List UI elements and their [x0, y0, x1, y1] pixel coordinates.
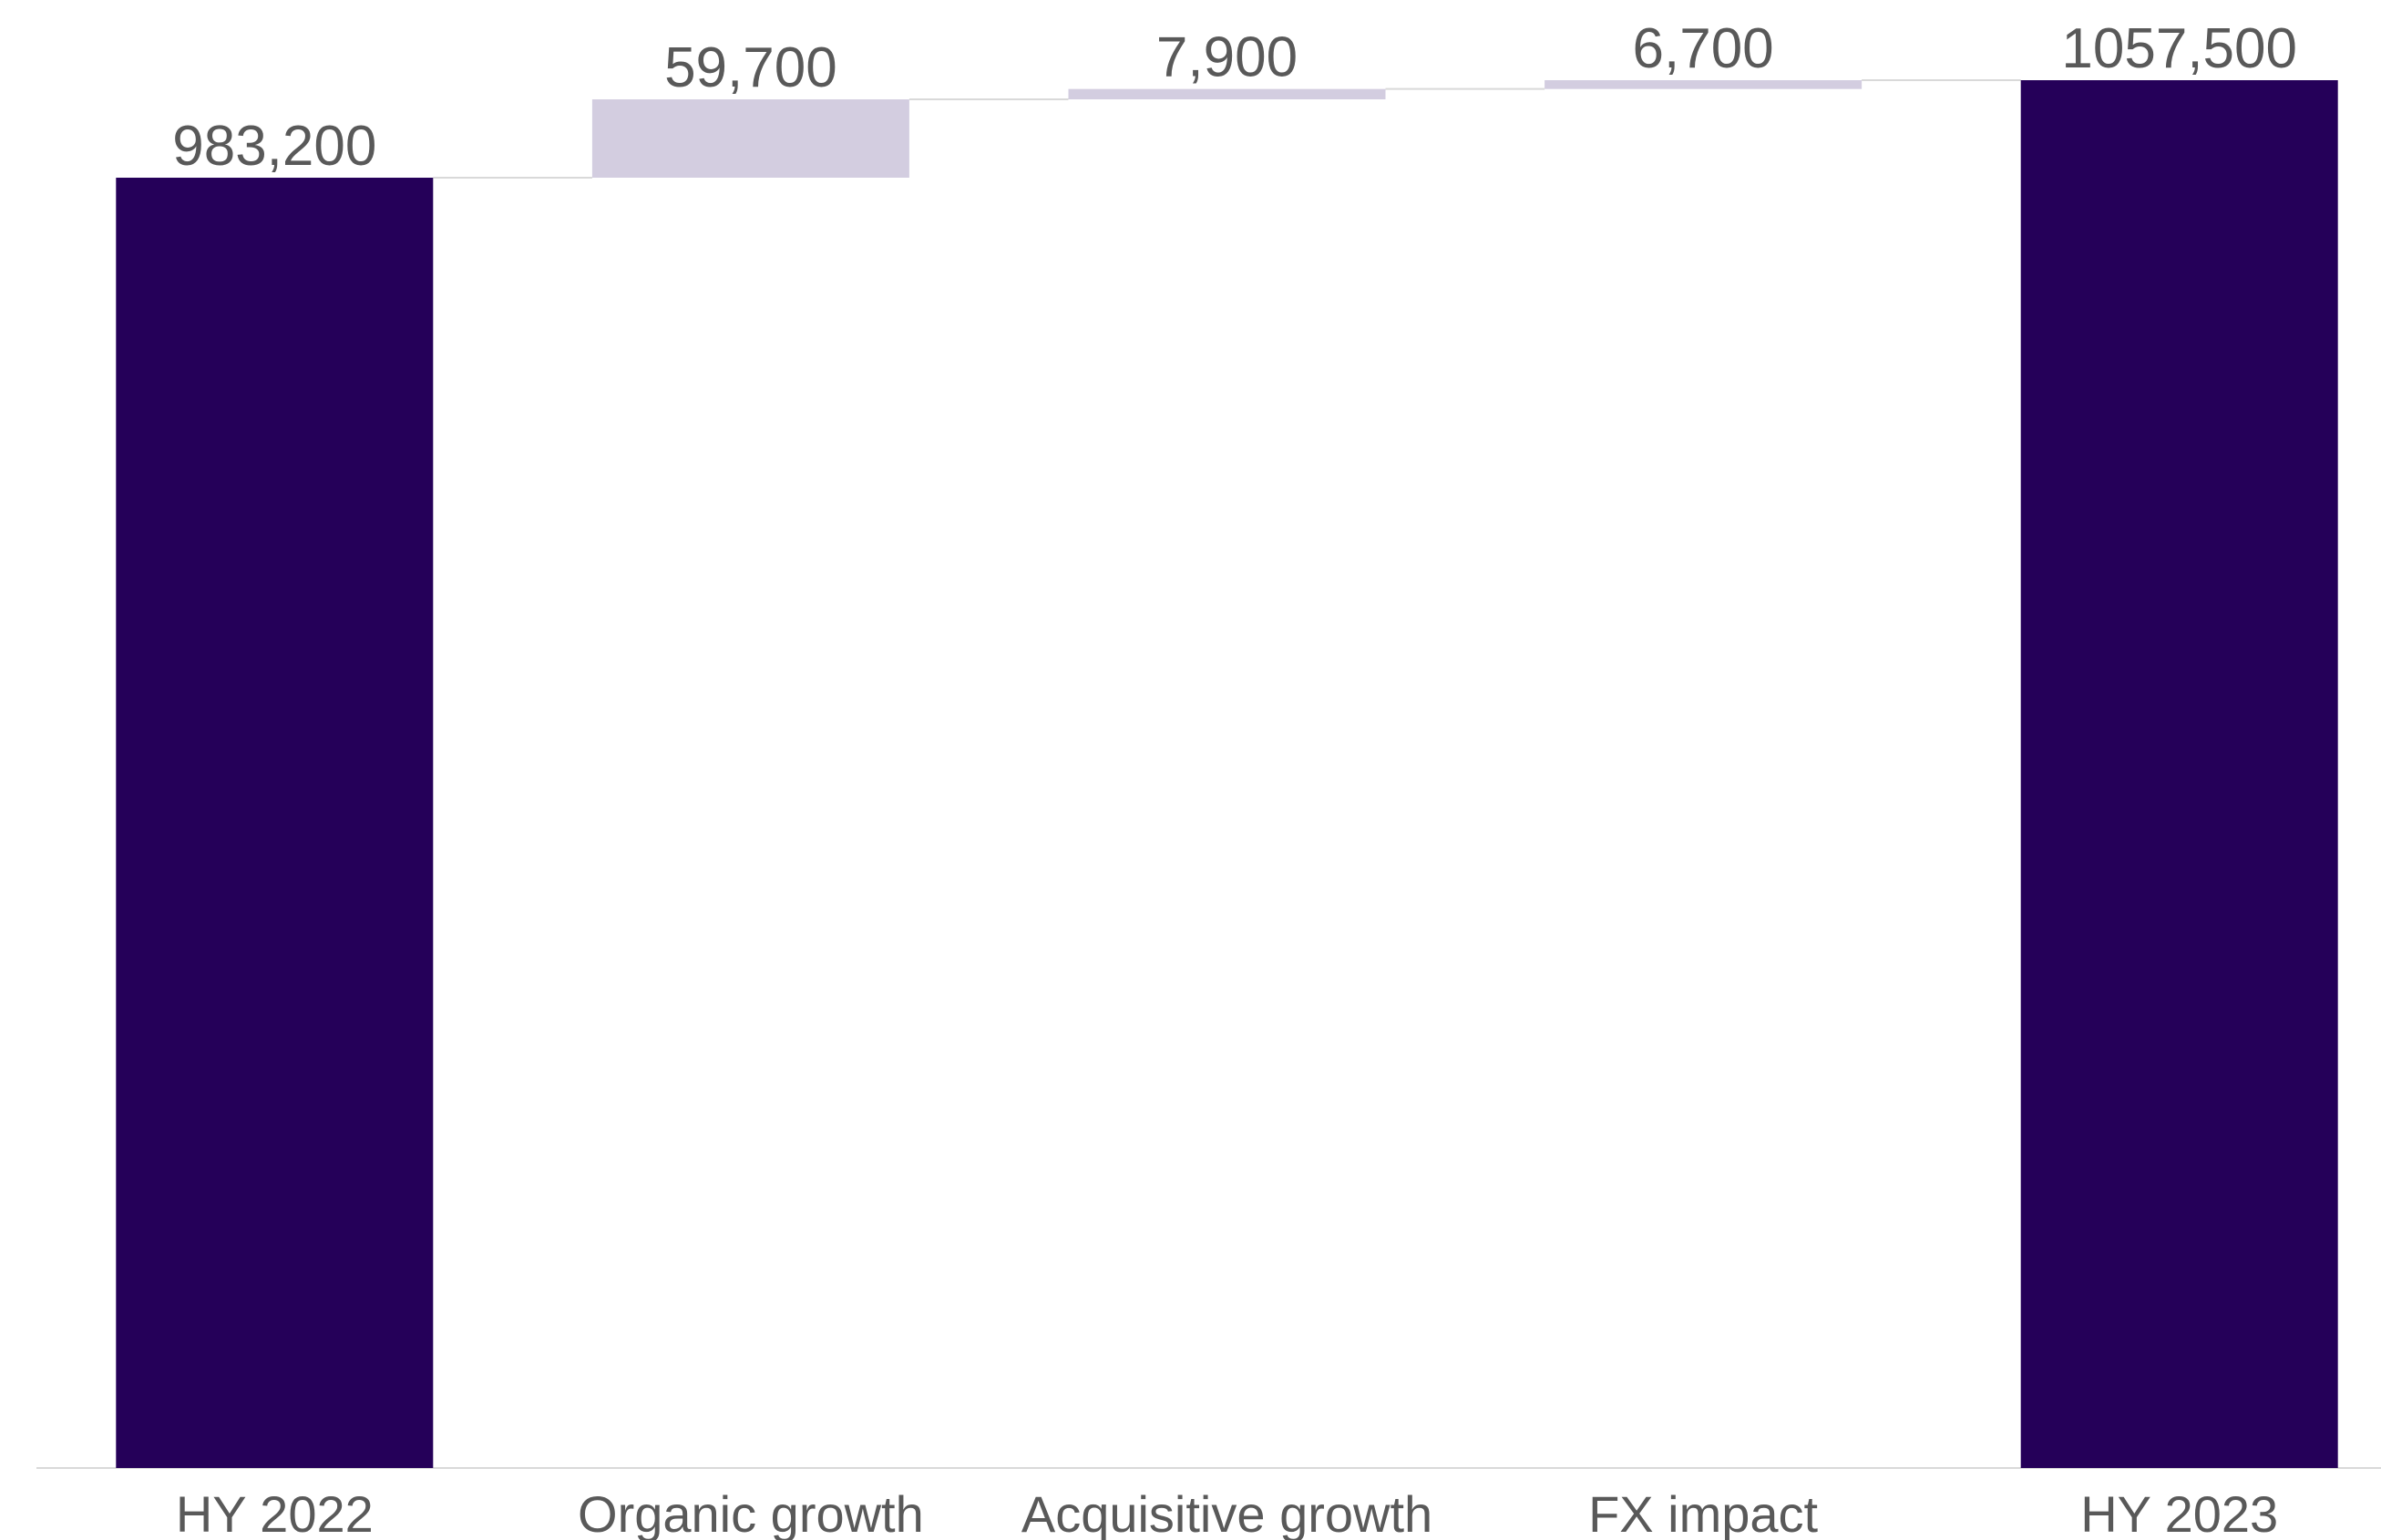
data-labels: 983,200 59,700 7,900 6,700 1057,500 — [172, 17, 2297, 178]
data-label-acquisitive-growth: 7,900 — [1156, 26, 1298, 89]
bar-fx-impact — [1545, 80, 1863, 89]
data-label-hy-2023: 1057,500 — [2061, 17, 2297, 80]
data-label-hy-2022: 983,200 — [172, 115, 376, 178]
bar-hy-2023 — [2020, 80, 2338, 1468]
bar-organic-growth — [591, 99, 909, 179]
tick-label-hy-2023: HY 2023 — [2080, 1485, 2278, 1540]
tick-label-acquisitive-growth: Acquisitive growth — [1021, 1485, 1432, 1540]
tick-label-fx-impact: FX impact — [1588, 1485, 1818, 1540]
tick-label-organic-growth: Organic growth — [578, 1485, 924, 1540]
bars — [116, 80, 2338, 1468]
tick-label-hy-2022: HY 2022 — [176, 1485, 374, 1540]
x-tick-labels: HY 2022 Organic growth Acquisitive growth F… — [176, 1485, 2278, 1540]
data-label-organic-growth: 59,700 — [664, 36, 837, 99]
bar-hy-2022 — [116, 178, 434, 1468]
bar-acquisitive-growth — [1068, 88, 1386, 100]
data-label-fx-impact: 6,700 — [1633, 17, 1774, 80]
connector-lines — [433, 79, 2021, 180]
